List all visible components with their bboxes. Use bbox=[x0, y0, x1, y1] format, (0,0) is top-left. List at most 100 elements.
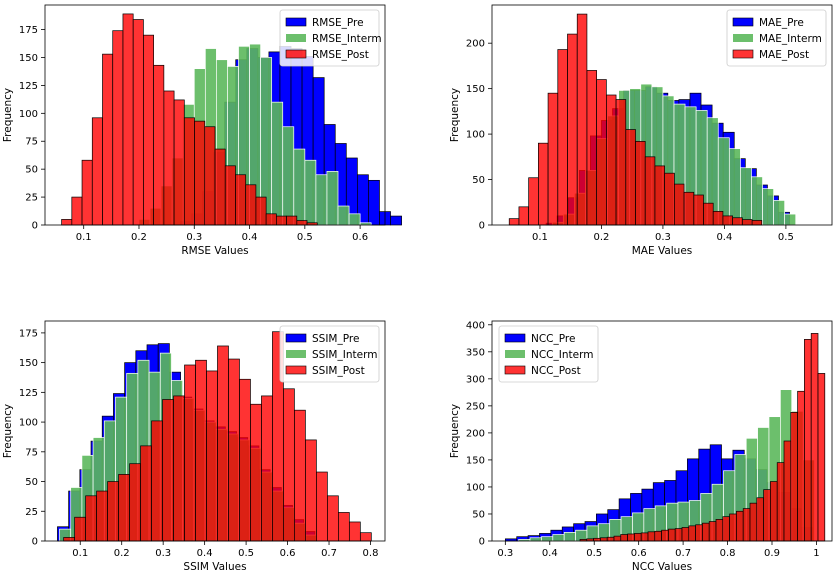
y-tick-label: 150 bbox=[466, 84, 485, 95]
bar bbox=[547, 92, 559, 226]
bar bbox=[140, 445, 152, 542]
chart-panel-3: 0.1 0.2 0.3 0.4 0.5 0.6 0.7 0.8 0 25 50 75 100 125 150… bbox=[2, 320, 386, 573]
legend-label-pre: NCC_Pre bbox=[531, 333, 575, 345]
y-tick-label: 75 bbox=[25, 447, 38, 458]
bar bbox=[239, 378, 251, 542]
bar bbox=[296, 220, 308, 226]
bar bbox=[61, 219, 73, 226]
bar bbox=[702, 522, 710, 542]
x-tick-label: 0.3 bbox=[186, 232, 202, 243]
plot-frame bbox=[491, 320, 833, 542]
y-tick-label: 0 bbox=[479, 221, 485, 232]
bar bbox=[368, 179, 380, 226]
y-tick-label: 400 bbox=[466, 320, 485, 331]
bar bbox=[338, 512, 350, 542]
x-tick-label: 0.1 bbox=[532, 232, 548, 243]
y-tick-label: 200 bbox=[466, 428, 485, 439]
bar bbox=[784, 213, 797, 226]
bar bbox=[552, 534, 565, 542]
legend-swatch-pre bbox=[732, 17, 754, 27]
legend-label-pre: RMSE_Pre bbox=[312, 17, 364, 29]
y-tick-label: 50 bbox=[472, 175, 485, 186]
x-tick-label: 0.9 bbox=[764, 548, 780, 559]
bar bbox=[107, 481, 119, 542]
legend-label-pre: MAE_Pre bbox=[759, 17, 804, 29]
bar bbox=[654, 165, 665, 226]
y-tick-label: 125 bbox=[19, 81, 38, 92]
bar bbox=[736, 510, 744, 542]
bar bbox=[96, 490, 108, 542]
bar bbox=[508, 218, 520, 226]
y-tick-label: 150 bbox=[19, 358, 38, 369]
legend-label-post: MAE_Post bbox=[759, 49, 809, 61]
bar bbox=[294, 409, 306, 542]
bar bbox=[250, 403, 262, 542]
bar bbox=[337, 205, 350, 226]
legend-label-post: SSIM_Post bbox=[312, 365, 365, 377]
bar bbox=[184, 364, 196, 542]
bar bbox=[722, 516, 730, 542]
bar bbox=[143, 34, 154, 226]
bar bbox=[674, 528, 683, 542]
x-tick-label: 0.3 bbox=[155, 548, 171, 559]
y-axis-label: Frequency bbox=[2, 404, 14, 458]
bar bbox=[593, 537, 601, 542]
bar bbox=[634, 533, 642, 542]
bar bbox=[596, 79, 607, 226]
y-axis-label: Frequency bbox=[449, 88, 461, 142]
y-tick-label: 50 bbox=[25, 165, 38, 176]
bar bbox=[293, 148, 306, 226]
bar bbox=[390, 215, 402, 226]
bar bbox=[732, 217, 743, 226]
bar bbox=[681, 527, 690, 542]
bar bbox=[742, 508, 751, 542]
bar bbox=[195, 359, 207, 542]
y-tick-label: 50 bbox=[25, 477, 38, 488]
legend-swatch-interm bbox=[286, 350, 306, 358]
y-tick-label: 100 bbox=[19, 418, 38, 429]
x-tick-label: 0.6 bbox=[631, 548, 647, 559]
bar bbox=[217, 345, 229, 542]
y-tick-label: 100 bbox=[19, 109, 38, 120]
bar bbox=[528, 177, 539, 226]
bar bbox=[118, 474, 130, 542]
x-tick-label: 0.8 bbox=[363, 548, 379, 559]
bar bbox=[640, 532, 649, 542]
x-axis-label: MAE Values bbox=[632, 245, 693, 257]
bar bbox=[790, 412, 798, 542]
legend-swatch-pre bbox=[504, 333, 526, 343]
legend-label-interm: MAE_Interm bbox=[759, 33, 822, 45]
bar bbox=[224, 165, 236, 226]
bar bbox=[661, 529, 669, 542]
bar bbox=[625, 129, 636, 226]
bar bbox=[703, 202, 714, 226]
x-tick-label: 0.4 bbox=[716, 232, 732, 243]
x-tick-label: 0.7 bbox=[675, 548, 691, 559]
legend: SSIM_Pre SSIM_Interm SSIM_Post bbox=[279, 325, 380, 383]
bar bbox=[541, 536, 554, 542]
x-tick-label: 0.2 bbox=[114, 548, 130, 559]
bar bbox=[693, 194, 704, 226]
bar bbox=[326, 171, 339, 226]
bar bbox=[129, 463, 141, 542]
legend: MAE_Pre MAE_Interm MAE_Post bbox=[726, 9, 827, 67]
legend-label-pre: SSIM_Pre bbox=[312, 333, 359, 345]
y-axis-label: Frequency bbox=[449, 404, 461, 458]
bar bbox=[756, 497, 764, 542]
bar bbox=[627, 533, 635, 542]
bar bbox=[283, 388, 295, 542]
y-tick-label: 150 bbox=[19, 53, 38, 64]
y-tick-label: 100 bbox=[466, 130, 485, 141]
legend-label-post: NCC_Post bbox=[531, 365, 581, 377]
x-tick-label: 0.5 bbox=[586, 548, 602, 559]
plot-frame bbox=[44, 4, 386, 226]
plot-frame bbox=[491, 4, 833, 226]
bar bbox=[620, 534, 628, 542]
bar bbox=[194, 120, 206, 226]
y-tick-label: 150 bbox=[466, 455, 485, 466]
x-tick-label: 0.1 bbox=[72, 548, 88, 559]
plot-frame bbox=[44, 320, 386, 542]
bar bbox=[132, 19, 144, 226]
bar bbox=[518, 206, 529, 226]
bar bbox=[235, 174, 247, 226]
